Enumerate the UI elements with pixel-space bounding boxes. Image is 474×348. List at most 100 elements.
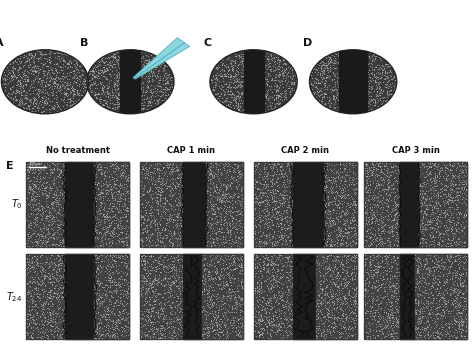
Point (314, 273, 322, 278)
Point (38, 232, 46, 238)
Point (208, 323, 216, 329)
Point (235, 335, 242, 340)
Point (166, 85, 173, 90)
Point (52, 192, 60, 198)
Point (367, 210, 375, 216)
Point (167, 316, 174, 322)
Point (236, 316, 244, 321)
Point (75, 103, 82, 109)
Point (290, 328, 298, 334)
Point (318, 287, 326, 292)
Point (413, 327, 420, 332)
Point (421, 210, 429, 216)
Point (265, 296, 273, 301)
Point (366, 242, 374, 248)
Point (385, 91, 392, 97)
Point (205, 299, 212, 304)
Point (211, 207, 219, 212)
Point (456, 209, 464, 215)
Point (231, 70, 239, 76)
Point (168, 282, 175, 287)
Point (442, 331, 450, 337)
Point (24, 189, 32, 195)
Point (327, 323, 335, 328)
Point (268, 240, 275, 245)
Point (217, 214, 224, 220)
Point (203, 319, 211, 324)
Point (338, 198, 346, 204)
Point (208, 254, 216, 259)
Point (96, 331, 104, 337)
Point (281, 173, 288, 179)
Point (94, 171, 101, 177)
Point (396, 194, 404, 200)
Point (60, 103, 67, 108)
Point (462, 323, 469, 329)
Point (101, 305, 109, 311)
Point (106, 187, 113, 192)
Point (388, 49, 396, 54)
Point (322, 302, 329, 308)
Point (171, 326, 178, 332)
Point (79, 166, 86, 172)
Point (32, 96, 40, 101)
Point (154, 209, 162, 215)
Point (119, 270, 127, 276)
Point (97, 252, 105, 258)
Point (286, 168, 293, 173)
Point (106, 95, 113, 101)
Point (389, 222, 396, 228)
Point (286, 189, 294, 195)
Point (297, 285, 305, 291)
Point (351, 89, 358, 95)
Point (406, 214, 413, 219)
Point (53, 291, 61, 296)
Point (437, 165, 444, 171)
Point (362, 199, 369, 205)
Point (258, 192, 265, 197)
Point (311, 328, 319, 334)
Point (382, 284, 390, 289)
Point (340, 294, 347, 300)
Point (344, 208, 351, 214)
Point (163, 215, 170, 221)
Point (87, 218, 95, 224)
Point (417, 274, 424, 279)
Point (391, 282, 398, 287)
Point (28, 188, 36, 193)
Point (270, 234, 277, 239)
Point (214, 258, 221, 264)
Point (234, 165, 241, 171)
Point (290, 62, 297, 67)
Point (221, 226, 228, 231)
Point (44, 229, 52, 235)
Point (227, 210, 234, 216)
Point (102, 240, 109, 246)
Point (299, 188, 306, 193)
Point (361, 48, 369, 54)
Point (330, 242, 337, 248)
Point (180, 292, 188, 298)
Point (209, 211, 216, 216)
Point (23, 292, 31, 297)
Point (138, 302, 146, 308)
Point (47, 216, 55, 222)
Point (328, 179, 335, 184)
Point (227, 91, 234, 96)
Point (315, 169, 322, 175)
Point (23, 90, 30, 96)
Point (76, 162, 84, 168)
Point (402, 257, 410, 262)
Point (250, 271, 257, 276)
Point (376, 239, 384, 245)
Point (206, 165, 213, 171)
Point (272, 278, 280, 283)
Point (86, 178, 94, 184)
Point (151, 162, 158, 167)
Point (434, 174, 441, 179)
Point (211, 230, 219, 236)
Point (27, 334, 35, 340)
Point (146, 221, 154, 227)
Point (111, 197, 119, 202)
Point (455, 259, 463, 264)
